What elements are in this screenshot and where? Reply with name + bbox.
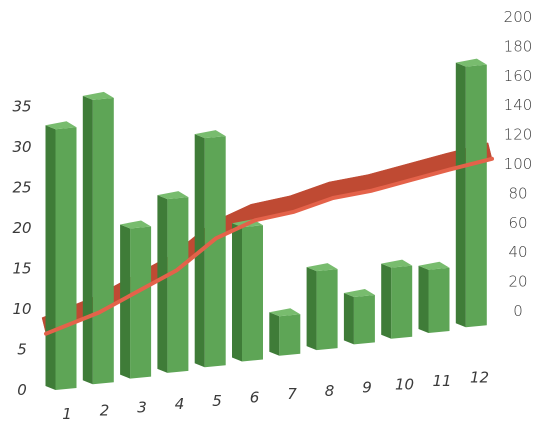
bar-front-face [204, 136, 226, 368]
bar-front-face [92, 97, 114, 385]
bar [45, 121, 77, 391]
bar-front-face [428, 267, 450, 333]
right-axis-tick: 160 [504, 67, 533, 85]
bar-side-face [343, 293, 354, 345]
x-axis-tick: 9 [362, 379, 372, 397]
x-axis-tick: 7 [287, 385, 297, 403]
x-axis: 1 2 3 4 5 6 7 8 9 10 11 12 [62, 369, 489, 423]
bar-side-face [306, 267, 317, 351]
right-axis-tick: 100 [504, 155, 533, 173]
x-axis-tick: 2 [100, 402, 110, 420]
bar-front-face [279, 314, 301, 356]
bar-top-face [306, 263, 338, 272]
bar-top-face [157, 191, 189, 200]
x-axis-tick: 10 [395, 375, 414, 393]
bars [45, 58, 487, 391]
bar [306, 263, 338, 351]
x-axis-tick: 8 [325, 382, 335, 400]
right-axis-tick: 200 [504, 8, 533, 26]
x-axis-tick: 3 [137, 398, 147, 416]
bar-top-face [194, 130, 226, 139]
bar-side-face [45, 125, 56, 391]
bar [82, 91, 114, 385]
left-axis-tick: 5 [17, 341, 27, 359]
x-axis-tick: 11 [432, 372, 451, 390]
left-axis-tick: 10 [12, 300, 31, 318]
bar-side-face [120, 224, 131, 379]
bar [194, 130, 226, 368]
left-axis-tick: 0 [17, 381, 27, 399]
left-axis-tick: 35 [12, 98, 31, 116]
bar-front-face [465, 64, 487, 328]
bar-front-face [391, 265, 413, 339]
x-axis-tick: 4 [175, 395, 185, 413]
right-axis-tick: 40 [508, 243, 527, 261]
right-axis-tick: 120 [504, 126, 533, 144]
bar-top-face [269, 308, 301, 317]
bar-side-face [418, 265, 429, 333]
right-axis-tick: 180 [504, 37, 533, 55]
left-axis: 0 5 10 15 20 25 30 35 [12, 98, 31, 400]
right-axis-tick: 60 [508, 214, 527, 232]
bar [232, 219, 263, 362]
left-axis-tick: 15 [12, 260, 31, 278]
right-axis-tick: 0 [513, 302, 523, 320]
right-axis-tick: 80 [508, 184, 527, 202]
right-axis-tick: 20 [508, 273, 527, 291]
bar-side-face [381, 263, 392, 339]
right-axis: 0 20 40 60 80 100 120 140 160 180 200 [504, 8, 533, 320]
bar-side-face [82, 95, 93, 385]
line-series [44, 156, 494, 336]
bar-front-face [353, 295, 375, 345]
bar-top-face [343, 289, 375, 297]
bar-side-face [232, 223, 242, 362]
bar-top-face [381, 259, 413, 268]
bar-front-face [130, 226, 152, 379]
bar-side-face [157, 195, 168, 373]
bar-top-face [45, 121, 77, 130]
x-axis-tick: 6 [250, 389, 260, 407]
bar [269, 308, 301, 356]
bar [157, 191, 189, 373]
bar-top-face [455, 58, 487, 67]
bar-front-face [316, 269, 338, 351]
x-axis-tick: 5 [212, 392, 222, 410]
bar-front-face [242, 225, 263, 362]
x-axis-tick: 1 [62, 405, 72, 423]
bar-front-face [167, 197, 189, 373]
bar-front-face [55, 127, 77, 391]
bar [381, 259, 413, 339]
bar-top-face [418, 261, 450, 270]
bar [418, 261, 450, 333]
bar-side-face [269, 312, 280, 356]
left-axis-tick: 30 [12, 138, 31, 156]
bar-top-face [82, 91, 114, 100]
bar [343, 289, 375, 345]
bar [455, 58, 487, 328]
left-axis-tick: 25 [12, 179, 31, 197]
bar-side-face [455, 62, 466, 328]
x-axis-tick: 12 [470, 369, 489, 387]
right-axis-tick: 140 [504, 96, 533, 114]
bar [120, 220, 152, 379]
left-axis-tick: 20 [12, 219, 31, 237]
bar-top-face [120, 220, 152, 229]
